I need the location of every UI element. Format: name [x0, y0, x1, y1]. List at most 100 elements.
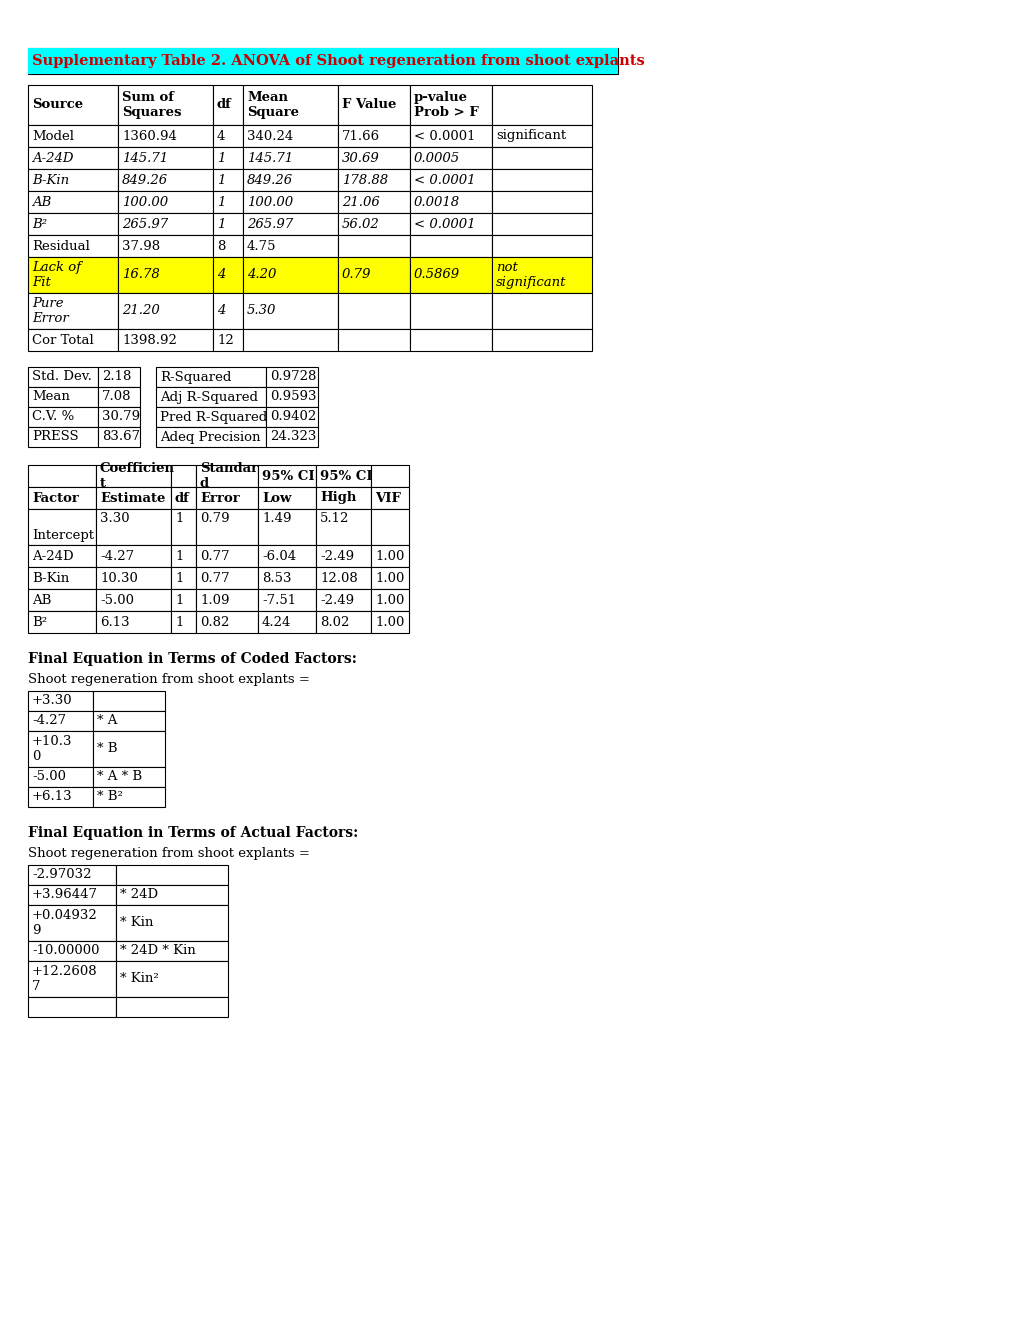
Bar — [156, 367, 266, 387]
Bar — [337, 169, 410, 191]
Bar — [371, 465, 409, 487]
Bar — [28, 367, 98, 387]
Bar — [28, 465, 96, 487]
Text: 145.71: 145.71 — [122, 152, 168, 165]
Bar — [258, 589, 316, 611]
Bar — [371, 568, 409, 589]
Bar — [28, 510, 96, 545]
Bar — [171, 487, 196, 510]
Text: significant: significant — [495, 129, 566, 143]
Text: -4.27: -4.27 — [100, 549, 133, 562]
Bar — [96, 510, 171, 545]
Text: Std. Dev.: Std. Dev. — [32, 371, 92, 384]
Bar — [28, 731, 93, 767]
Bar — [410, 169, 491, 191]
Text: 0.77: 0.77 — [200, 549, 229, 562]
Text: 0.77: 0.77 — [200, 572, 229, 585]
Text: High: High — [320, 491, 356, 504]
Text: 1: 1 — [217, 195, 225, 209]
Bar — [410, 329, 491, 351]
Bar — [213, 125, 243, 147]
Bar — [118, 84, 213, 125]
Bar — [93, 787, 165, 807]
Bar — [98, 426, 140, 447]
Bar — [96, 487, 171, 510]
Bar — [118, 213, 213, 235]
Bar — [410, 147, 491, 169]
Text: 10.30: 10.30 — [100, 572, 138, 585]
Text: 30.69: 30.69 — [341, 152, 379, 165]
Text: -2.49: -2.49 — [320, 549, 354, 562]
Text: B²: B² — [32, 615, 47, 628]
Bar — [118, 147, 213, 169]
Text: B²: B² — [32, 218, 47, 231]
Text: * B²: * B² — [97, 791, 122, 804]
Bar — [243, 84, 337, 125]
Bar — [28, 941, 116, 961]
Text: * A: * A — [97, 714, 117, 727]
Bar — [28, 997, 116, 1016]
Bar — [171, 545, 196, 568]
Bar — [258, 510, 316, 545]
Text: -2.49: -2.49 — [320, 594, 354, 606]
Bar — [491, 257, 591, 293]
Bar — [258, 465, 316, 487]
Text: 37.98: 37.98 — [122, 239, 160, 252]
Text: B-Kin: B-Kin — [32, 572, 69, 585]
Bar — [243, 147, 337, 169]
Text: 1.49: 1.49 — [262, 511, 291, 524]
Text: 1: 1 — [217, 218, 225, 231]
Bar — [28, 213, 118, 235]
Text: -2.97032: -2.97032 — [32, 869, 92, 882]
Bar — [337, 329, 410, 351]
Text: +3.96447: +3.96447 — [32, 888, 98, 902]
Bar — [196, 568, 258, 589]
Bar — [337, 235, 410, 257]
Text: 1.09: 1.09 — [200, 594, 229, 606]
Bar — [410, 213, 491, 235]
Text: 1: 1 — [217, 173, 225, 186]
Bar — [28, 865, 116, 884]
Bar — [28, 767, 93, 787]
Bar — [371, 611, 409, 634]
Text: Factor: Factor — [32, 491, 78, 504]
Bar — [28, 147, 118, 169]
Text: 145.71: 145.71 — [247, 152, 292, 165]
Bar — [337, 147, 410, 169]
Bar — [491, 329, 591, 351]
Bar — [410, 257, 491, 293]
Bar — [371, 510, 409, 545]
Text: 95% CI: 95% CI — [320, 470, 372, 483]
Bar — [96, 465, 171, 487]
Bar — [337, 125, 410, 147]
Bar — [213, 329, 243, 351]
Text: F Value: F Value — [341, 99, 396, 111]
Text: < 0.0001: < 0.0001 — [414, 173, 475, 186]
Bar — [28, 191, 118, 213]
Bar — [337, 293, 410, 329]
Bar — [196, 487, 258, 510]
Text: Sum of
Squares: Sum of Squares — [122, 91, 181, 119]
Text: Adj R-Squared: Adj R-Squared — [160, 391, 258, 404]
Bar — [258, 487, 316, 510]
Bar — [243, 213, 337, 235]
Text: C.V. %: C.V. % — [32, 411, 74, 424]
Bar — [258, 545, 316, 568]
Bar — [118, 125, 213, 147]
Bar — [118, 235, 213, 257]
Text: 2.18: 2.18 — [102, 371, 131, 384]
Text: -5.00: -5.00 — [100, 594, 133, 606]
Text: p-value
Prob > F: p-value Prob > F — [414, 91, 478, 119]
Bar — [491, 169, 591, 191]
Text: -5.00: -5.00 — [32, 771, 66, 784]
Text: 340.24: 340.24 — [247, 129, 293, 143]
Bar — [116, 997, 228, 1016]
Bar — [491, 125, 591, 147]
Bar — [28, 407, 98, 426]
Text: A-24D: A-24D — [32, 152, 73, 165]
Text: 4.75: 4.75 — [247, 239, 276, 252]
Bar — [116, 906, 228, 941]
Text: 0.0005: 0.0005 — [414, 152, 460, 165]
Bar — [156, 407, 266, 426]
Bar — [491, 293, 591, 329]
